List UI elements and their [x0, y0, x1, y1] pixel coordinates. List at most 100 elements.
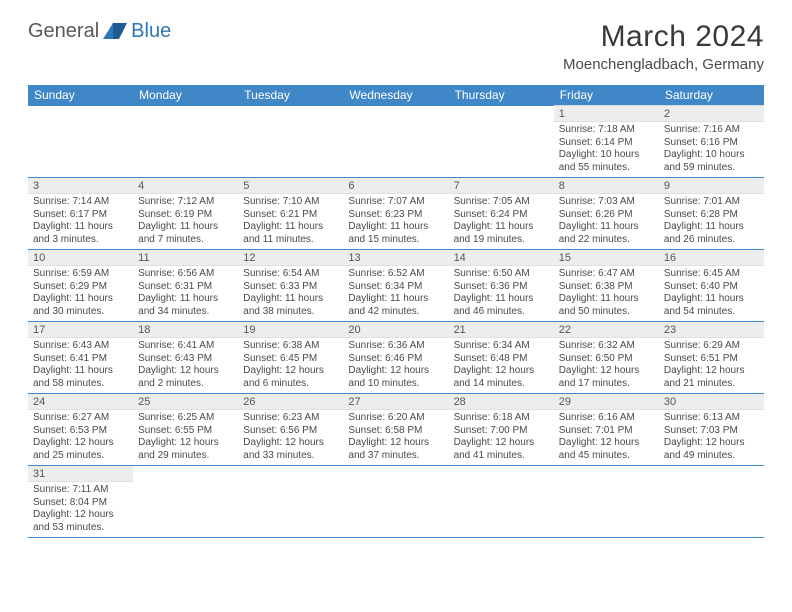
day-number: 1 — [554, 106, 659, 122]
weekday-header: Tuesday — [238, 85, 343, 106]
daylight-text: Daylight: 11 hours and 26 minutes. — [664, 221, 759, 246]
calendar-day-cell: 24Sunrise: 6:27 AMSunset: 6:53 PMDayligh… — [28, 394, 133, 466]
day-number: 29 — [554, 394, 659, 410]
daylight-text: Daylight: 11 hours and 50 minutes. — [559, 293, 654, 318]
calendar-day-cell: 26Sunrise: 6:23 AMSunset: 6:56 PMDayligh… — [238, 394, 343, 466]
sunset-text: Sunset: 6:45 PM — [243, 353, 338, 366]
sunrise-text: Sunrise: 6:32 AM — [559, 340, 654, 353]
daylight-text: Daylight: 12 hours and 17 minutes. — [559, 365, 654, 390]
sunrise-text: Sunrise: 7:12 AM — [138, 196, 233, 209]
day-detail: Sunrise: 6:25 AMSunset: 6:55 PMDaylight:… — [133, 410, 238, 465]
calendar-day-cell: 19Sunrise: 6:38 AMSunset: 6:45 PMDayligh… — [238, 322, 343, 394]
day-number: 28 — [449, 394, 554, 410]
day-detail: Sunrise: 6:36 AMSunset: 6:46 PMDaylight:… — [343, 338, 448, 393]
daylight-text: Daylight: 11 hours and 15 minutes. — [348, 221, 443, 246]
calendar-day-cell: 29Sunrise: 6:16 AMSunset: 7:01 PMDayligh… — [554, 394, 659, 466]
day-detail: Sunrise: 6:29 AMSunset: 6:51 PMDaylight:… — [659, 338, 764, 393]
day-number: 8 — [554, 178, 659, 194]
day-number: 11 — [133, 250, 238, 266]
sunrise-text: Sunrise: 6:54 AM — [243, 268, 338, 281]
day-number: 23 — [659, 322, 764, 338]
sunset-text: Sunset: 6:24 PM — [454, 209, 549, 222]
sunset-text: Sunset: 6:51 PM — [664, 353, 759, 366]
calendar-day-cell: 23Sunrise: 6:29 AMSunset: 6:51 PMDayligh… — [659, 322, 764, 394]
daylight-text: Daylight: 12 hours and 45 minutes. — [559, 437, 654, 462]
calendar-day-cell: 25Sunrise: 6:25 AMSunset: 6:55 PMDayligh… — [133, 394, 238, 466]
sunrise-text: Sunrise: 6:13 AM — [664, 412, 759, 425]
logo: General Blue — [28, 20, 171, 43]
sunrise-text: Sunrise: 6:18 AM — [454, 412, 549, 425]
day-detail: Sunrise: 7:07 AMSunset: 6:23 PMDaylight:… — [343, 194, 448, 249]
calendar-day-cell: 16Sunrise: 6:45 AMSunset: 6:40 PMDayligh… — [659, 250, 764, 322]
daylight-text: Daylight: 11 hours and 11 minutes. — [243, 221, 338, 246]
sunset-text: Sunset: 6:34 PM — [348, 281, 443, 294]
calendar-day-cell: 3Sunrise: 7:14 AMSunset: 6:17 PMDaylight… — [28, 178, 133, 250]
sunset-text: Sunset: 6:41 PM — [33, 353, 128, 366]
sunrise-text: Sunrise: 7:07 AM — [348, 196, 443, 209]
sunset-text: Sunset: 7:03 PM — [664, 425, 759, 438]
sunrise-text: Sunrise: 6:56 AM — [138, 268, 233, 281]
calendar-empty-cell — [659, 466, 764, 538]
calendar-week-row: 24Sunrise: 6:27 AMSunset: 6:53 PMDayligh… — [28, 394, 764, 466]
daylight-text: Daylight: 12 hours and 33 minutes. — [243, 437, 338, 462]
sunset-text: Sunset: 7:01 PM — [559, 425, 654, 438]
day-detail: Sunrise: 6:34 AMSunset: 6:48 PMDaylight:… — [449, 338, 554, 393]
sunrise-text: Sunrise: 7:16 AM — [664, 124, 759, 137]
calendar-day-cell: 8Sunrise: 7:03 AMSunset: 6:26 PMDaylight… — [554, 178, 659, 250]
day-number: 18 — [133, 322, 238, 338]
day-detail: Sunrise: 6:41 AMSunset: 6:43 PMDaylight:… — [133, 338, 238, 393]
calendar-day-cell: 2Sunrise: 7:16 AMSunset: 6:16 PMDaylight… — [659, 106, 764, 178]
calendar-day-cell: 28Sunrise: 6:18 AMSunset: 7:00 PMDayligh… — [449, 394, 554, 466]
calendar-empty-cell — [554, 466, 659, 538]
day-number: 2 — [659, 106, 764, 122]
sunrise-text: Sunrise: 6:38 AM — [243, 340, 338, 353]
weekday-header: Thursday — [449, 85, 554, 106]
sunrise-text: Sunrise: 6:41 AM — [138, 340, 233, 353]
day-detail: Sunrise: 6:23 AMSunset: 6:56 PMDaylight:… — [238, 410, 343, 465]
day-number: 6 — [343, 178, 448, 194]
logo-word-blue: Blue — [131, 20, 171, 43]
sunset-text: Sunset: 6:21 PM — [243, 209, 338, 222]
day-number: 17 — [28, 322, 133, 338]
calendar-day-cell: 9Sunrise: 7:01 AMSunset: 6:28 PMDaylight… — [659, 178, 764, 250]
calendar-day-cell: 31Sunrise: 7:11 AMSunset: 8:04 PMDayligh… — [28, 466, 133, 538]
sunset-text: Sunset: 6:43 PM — [138, 353, 233, 366]
sunrise-text: Sunrise: 7:10 AM — [243, 196, 338, 209]
calendar-empty-cell — [238, 106, 343, 178]
day-detail: Sunrise: 6:59 AMSunset: 6:29 PMDaylight:… — [28, 266, 133, 321]
calendar-table: SundayMondayTuesdayWednesdayThursdayFrid… — [28, 85, 764, 538]
daylight-text: Daylight: 11 hours and 22 minutes. — [559, 221, 654, 246]
day-detail: Sunrise: 6:54 AMSunset: 6:33 PMDaylight:… — [238, 266, 343, 321]
sunrise-text: Sunrise: 6:59 AM — [33, 268, 128, 281]
sunset-text: Sunset: 6:50 PM — [559, 353, 654, 366]
sunrise-text: Sunrise: 7:11 AM — [33, 484, 128, 497]
calendar-day-cell: 12Sunrise: 6:54 AMSunset: 6:33 PMDayligh… — [238, 250, 343, 322]
daylight-text: Daylight: 11 hours and 42 minutes. — [348, 293, 443, 318]
calendar-week-row: 1Sunrise: 7:18 AMSunset: 6:14 PMDaylight… — [28, 106, 764, 178]
weekday-header-row: SundayMondayTuesdayWednesdayThursdayFrid… — [28, 85, 764, 106]
daylight-text: Daylight: 11 hours and 19 minutes. — [454, 221, 549, 246]
day-detail: Sunrise: 7:05 AMSunset: 6:24 PMDaylight:… — [449, 194, 554, 249]
sunset-text: Sunset: 6:31 PM — [138, 281, 233, 294]
daylight-text: Daylight: 12 hours and 10 minutes. — [348, 365, 443, 390]
calendar-week-row: 31Sunrise: 7:11 AMSunset: 8:04 PMDayligh… — [28, 466, 764, 538]
sunrise-text: Sunrise: 7:05 AM — [454, 196, 549, 209]
weekday-header: Friday — [554, 85, 659, 106]
calendar-empty-cell — [449, 106, 554, 178]
day-number: 31 — [28, 466, 133, 482]
day-detail: Sunrise: 6:20 AMSunset: 6:58 PMDaylight:… — [343, 410, 448, 465]
daylight-text: Daylight: 11 hours and 38 minutes. — [243, 293, 338, 318]
calendar-empty-cell — [343, 106, 448, 178]
daylight-text: Daylight: 11 hours and 7 minutes. — [138, 221, 233, 246]
day-number: 20 — [343, 322, 448, 338]
daylight-text: Daylight: 11 hours and 58 minutes. — [33, 365, 128, 390]
day-detail: Sunrise: 6:43 AMSunset: 6:41 PMDaylight:… — [28, 338, 133, 393]
daylight-text: Daylight: 12 hours and 2 minutes. — [138, 365, 233, 390]
day-number: 9 — [659, 178, 764, 194]
sunrise-text: Sunrise: 6:29 AM — [664, 340, 759, 353]
day-number: 19 — [238, 322, 343, 338]
sunset-text: Sunset: 8:04 PM — [33, 497, 128, 510]
sunrise-text: Sunrise: 6:25 AM — [138, 412, 233, 425]
sunset-text: Sunset: 6:29 PM — [33, 281, 128, 294]
daylight-text: Daylight: 12 hours and 25 minutes. — [33, 437, 128, 462]
